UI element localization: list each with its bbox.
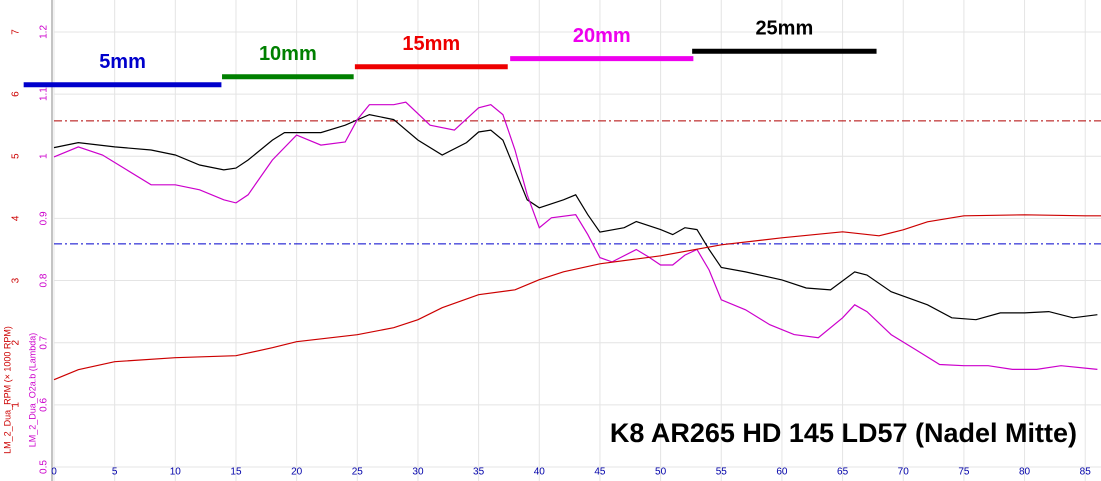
x-tick-label: 80 <box>1019 467 1031 478</box>
x-tick-label: 45 <box>594 467 606 478</box>
x-tick-label: 65 <box>837 467 849 478</box>
y2-tick-label: 7 <box>11 29 22 35</box>
series-line <box>53 214 1101 381</box>
y-tick-label: 0.9 <box>39 211 50 225</box>
series-line <box>53 113 1098 321</box>
x-tick-label: 70 <box>898 467 910 478</box>
x-tick-label: 15 <box>230 467 242 478</box>
x-tick-label: 30 <box>412 467 424 478</box>
y-tick-label: 1.2 <box>39 25 50 39</box>
y2-tick-label: 6 <box>11 91 22 97</box>
y-tick-label: 0.5 <box>39 460 50 474</box>
x-tick-label: 55 <box>716 467 728 478</box>
x-tick-label: 85 <box>1080 467 1092 478</box>
y-axis-label: LM_2_Dua_O2a.b (Lambda) <box>27 333 37 448</box>
y2-tick-label: 2 <box>11 339 22 345</box>
x-tick-label: 25 <box>352 467 364 478</box>
y-tick-label: 0.7 <box>39 335 50 349</box>
x-tick-label: 60 <box>776 467 788 478</box>
x-tick-label: 10 <box>170 467 182 478</box>
annotation-label: 20mm <box>573 25 631 47</box>
x-tick-label: 0 <box>51 467 57 478</box>
x-tick-label: 20 <box>291 467 303 478</box>
x-tick-label: 35 <box>473 467 485 478</box>
y2-tick-label: 3 <box>11 277 22 283</box>
annotation-label: 5mm <box>99 51 146 73</box>
annotation-label: 10mm <box>259 43 317 65</box>
y2-tick-label: 1 <box>11 402 22 408</box>
y2-axis-label: LM_2_Dua_RPM (× 1000 RPM) <box>2 326 12 454</box>
y2-tick-label: 5 <box>11 153 22 159</box>
series-line <box>53 101 1098 370</box>
y2-tick-label: 4 <box>11 215 22 221</box>
x-tick-label: 75 <box>958 467 970 478</box>
x-tick-label: 40 <box>534 467 546 478</box>
y-tick-label: 0.8 <box>39 273 50 287</box>
y-tick-label: 1.1 <box>39 87 50 101</box>
x-tick-label: 5 <box>112 467 118 478</box>
y-tick-label: 0.6 <box>39 397 50 411</box>
chart-title: K8 AR265 HD 145 LD57 (Nadel Mitte) <box>610 418 1077 448</box>
annotation-label: 25mm <box>755 17 813 39</box>
annotation-label: 15mm <box>402 33 460 55</box>
y-tick-label: 1 <box>39 153 50 159</box>
x-tick-label: 50 <box>655 467 667 478</box>
